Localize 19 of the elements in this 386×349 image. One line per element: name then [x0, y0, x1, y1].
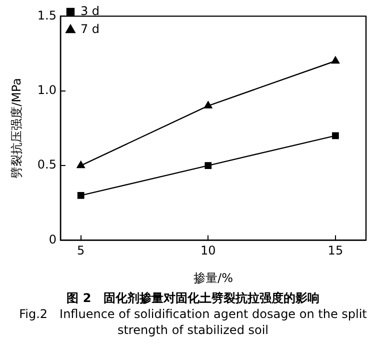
- legend-label: 7 d: [80, 22, 100, 36]
- point: [77, 192, 84, 199]
- x-tick-label: 5: [77, 244, 85, 258]
- legend-label: 3 d: [80, 4, 100, 18]
- point: [76, 160, 85, 168]
- point: [204, 162, 212, 169]
- x-tick-label: 15: [328, 244, 344, 258]
- x-axis-title: 掺量/%: [194, 270, 233, 285]
- caption: Fig.2 Influence of solidification agent dosage on the split strength of stabilized soil: [18, 306, 368, 338]
- y-tick-label: 1.5: [37, 8, 56, 22]
- caption: 图 2 固化剂掺量对固化土劈裂抗拉强度的影响: [66, 290, 320, 306]
- y-tick-label: 0.5: [37, 158, 56, 172]
- point: [331, 56, 340, 64]
- y-tick-label: 1.0: [37, 82, 56, 97]
- point: [332, 132, 339, 140]
- x-tick-label: 10: [200, 244, 216, 258]
- y-axis-title: 劈裂抗压强度/MPa: [9, 78, 24, 178]
- y-tick-label: 0: [48, 232, 56, 246]
- point: [204, 101, 212, 108]
